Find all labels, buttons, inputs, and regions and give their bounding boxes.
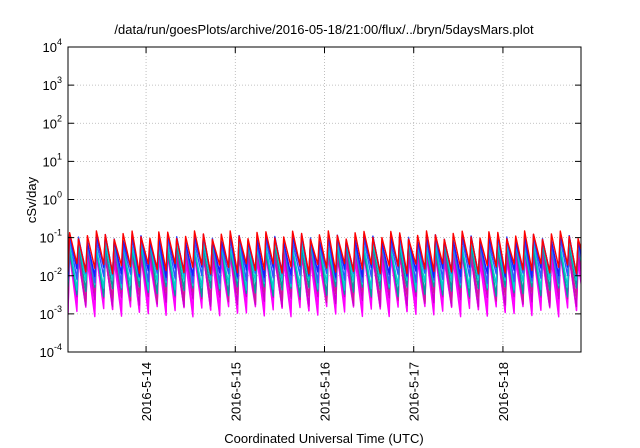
x-tick-label: 2016-5-16 <box>318 362 333 421</box>
y-tick-label: 10-1 <box>40 228 62 246</box>
y-tick-label: 100 <box>43 190 62 208</box>
x-tick-label: 2016-5-18 <box>496 362 511 421</box>
y-tick-label: 10-2 <box>40 266 62 284</box>
y-axis-ticks: 10-4 10-3 10-2 10-1 100 101 102 103 104 <box>40 37 581 360</box>
y-tick-label: 104 <box>43 37 62 55</box>
series-line <box>68 239 581 291</box>
y-tick-label: 102 <box>43 113 62 131</box>
y-tick-label: 103 <box>43 75 62 93</box>
x-tick-label: 2016-5-17 <box>407 362 422 421</box>
y-axis-label: cSv/day <box>24 176 39 223</box>
chart-title: /data/run/goesPlots/archive/2016-05-18/2… <box>114 22 534 37</box>
x-axis-ticks: 2016-5-14 2016-5-15 2016-5-16 2016-5-17 2016… <box>139 47 511 421</box>
x-axis-label: Coordinated Universal Time (UTC) <box>224 431 423 446</box>
x-tick-label: 2016-5-14 <box>139 362 154 421</box>
y-tick-label: 10-4 <box>40 342 62 360</box>
x-tick-label: 2016-5-15 <box>228 362 243 421</box>
series-group <box>68 230 581 318</box>
series-line <box>68 230 581 275</box>
y-tick-label: 101 <box>43 151 62 169</box>
y-tick-label: 10-3 <box>40 304 62 322</box>
